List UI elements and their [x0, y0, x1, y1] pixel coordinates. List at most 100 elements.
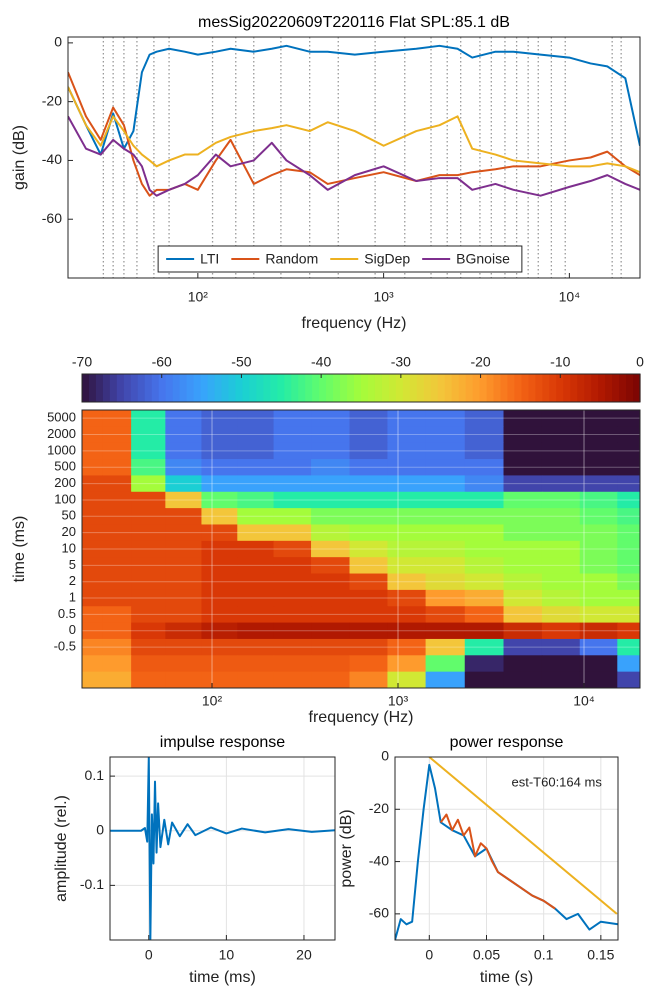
plot-area — [68, 37, 640, 278]
colorbar-cell — [298, 374, 306, 402]
legend-label: BGnoise — [456, 251, 510, 267]
heat-cell — [464, 622, 505, 640]
heat-cell — [237, 557, 275, 575]
colorbar-cell — [130, 374, 139, 402]
plot-area — [110, 757, 335, 940]
colorbar-cell — [228, 374, 237, 402]
heat-cell — [82, 557, 103, 575]
heat-cell — [349, 622, 388, 640]
heat-cell — [311, 557, 351, 575]
heat-cell — [131, 655, 166, 673]
heat-cell — [349, 410, 388, 427]
heat-cell — [131, 573, 166, 591]
heat-cell — [273, 638, 312, 656]
colorbar-cell — [598, 374, 606, 402]
heat-cell — [102, 442, 132, 460]
heat-cell — [387, 426, 427, 444]
heat-cell — [349, 557, 388, 575]
heat-cell — [349, 475, 388, 493]
heat-cell — [201, 410, 238, 427]
heat-cell — [349, 655, 388, 673]
colorbar-tick-label: -30 — [391, 354, 411, 370]
y-tick-label: 2000 — [47, 426, 76, 441]
colorbar-cell — [612, 374, 620, 402]
colorbar-cell — [437, 374, 446, 402]
colorbar-tick-label: -20 — [470, 354, 490, 370]
heat-cell — [503, 589, 543, 607]
heat-cell — [579, 459, 618, 476]
heat-cell — [425, 524, 466, 542]
colorbar-cell — [381, 374, 390, 402]
legend-label: Random — [265, 251, 318, 267]
colorbar-tick-label: -70 — [72, 354, 92, 370]
heat-cell — [82, 508, 103, 525]
heat-cell — [201, 622, 238, 640]
heat-cell — [425, 475, 466, 493]
heat-cell — [201, 459, 238, 476]
y-axis-label: power (dB) — [338, 809, 355, 887]
y-tick-label: 1000 — [47, 442, 76, 457]
heat-cell — [131, 606, 166, 624]
colorbar-cell — [423, 374, 432, 402]
colorbar-cell — [361, 374, 369, 402]
heat-cell — [503, 491, 543, 509]
plot-frame — [67, 36, 641, 279]
heat-cell — [617, 475, 641, 493]
colorbar-cell — [486, 374, 495, 402]
heat-cell — [617, 606, 641, 624]
heat-cell — [237, 573, 275, 591]
heat-cell — [387, 491, 427, 509]
heat-cell — [82, 606, 103, 624]
heat-cell — [425, 671, 466, 689]
heat-cell — [273, 459, 312, 476]
heat-cell — [102, 491, 132, 509]
colorbar-cell — [465, 374, 474, 402]
heat-cell — [503, 573, 543, 591]
heat-cell — [201, 589, 238, 607]
colorbar-cell — [458, 374, 467, 402]
heat-cell — [273, 606, 312, 624]
y-tick-label: 1 — [69, 589, 76, 604]
heat-cell — [464, 655, 505, 673]
x-tick-label: 10³ — [373, 289, 394, 305]
heat-cell — [311, 410, 351, 427]
colorbar-cell — [542, 374, 550, 402]
heat-cell — [541, 671, 581, 689]
heat-cell — [165, 410, 202, 427]
colorbar-cell — [284, 374, 292, 402]
heat-cell — [349, 540, 388, 558]
heat-cell — [425, 638, 466, 656]
heat-cell — [273, 475, 312, 493]
y-tick-label: 0 — [381, 748, 389, 764]
heat-cell — [273, 622, 312, 640]
heat-cell — [82, 524, 103, 542]
heat-cell — [503, 540, 543, 558]
heat-cell — [237, 426, 275, 444]
y-tick-label: -0.1 — [80, 876, 104, 892]
colorbar-cell — [626, 374, 634, 402]
heat-cell — [579, 557, 618, 575]
heat-cell — [617, 573, 641, 591]
heat-cell — [617, 426, 641, 444]
heat-cell — [82, 589, 103, 607]
series-line — [68, 44, 640, 156]
x-tick-label: 10³ — [388, 693, 409, 709]
heat-cell — [579, 524, 618, 542]
colorbar-cell — [577, 374, 585, 402]
heat-cell — [311, 459, 351, 476]
heat-cell — [464, 442, 505, 460]
legend: LTI Random SigDep BGnoise — [157, 245, 523, 273]
heat-cell — [82, 573, 103, 591]
heat-cell — [237, 442, 275, 460]
heat-cell — [579, 540, 618, 558]
colorbar-cell — [514, 374, 523, 402]
x-tick-label: 10⁴ — [559, 289, 581, 305]
heat-cell — [165, 491, 202, 509]
heat-cell — [102, 426, 132, 444]
heat-cell — [349, 589, 388, 607]
heat-cell — [541, 540, 581, 558]
heat-cell — [237, 491, 275, 509]
colorbar-cell — [500, 374, 509, 402]
heat-cell — [201, 426, 238, 444]
